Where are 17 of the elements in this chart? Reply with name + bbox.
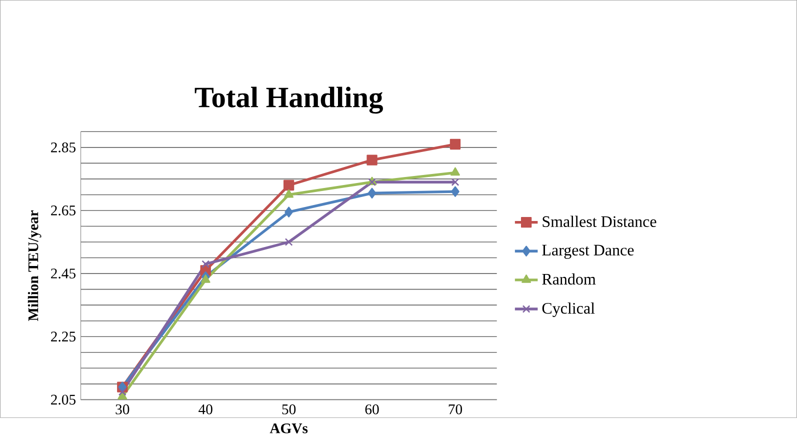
x-tick-label: 40: [198, 404, 212, 414]
legend-label: Smallest Distance: [542, 216, 656, 228]
chart-title: Total Handling: [194, 86, 383, 114]
y-tick-label: 2.65: [51, 206, 76, 216]
y-axis-title: Million TEU/year: [28, 210, 42, 322]
y-tick-label: 2.85: [51, 142, 76, 152]
y-tick-label: 2.25: [51, 332, 76, 342]
x-tick-label: 50: [282, 404, 296, 414]
y-tick-label: 2.05: [51, 394, 76, 405]
x-tick-label: 60: [365, 404, 379, 414]
x-tick-label: 70: [448, 404, 462, 414]
legend-label: Cyclical: [542, 302, 595, 318]
legend-label: Largest Dance: [542, 244, 634, 259]
x-tick-label: 30: [116, 404, 130, 414]
x-axis-title: AGVs: [270, 424, 308, 434]
legend-label: Random: [542, 273, 596, 285]
y-tick-label: 2.45: [51, 268, 76, 279]
